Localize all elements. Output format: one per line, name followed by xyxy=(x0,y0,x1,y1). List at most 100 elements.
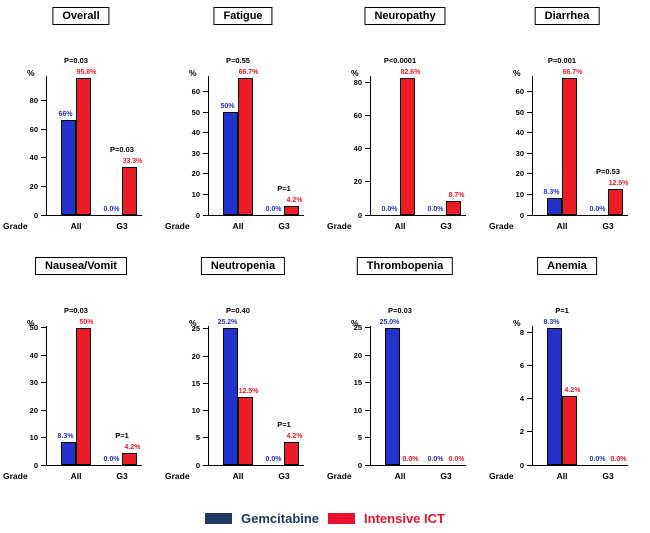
bar-value-label-intensive-ict-g3: 12.5% xyxy=(608,180,629,188)
bar-intensive-ict-all xyxy=(562,77,577,215)
y-tick-label: 40 xyxy=(29,153,38,163)
bar-value-label-intensive-ict-all: 12.5% xyxy=(238,387,259,395)
chart-title-fatigue: Fatigue xyxy=(213,7,273,25)
y-tick xyxy=(41,128,46,130)
x-tick-label-all: All xyxy=(70,471,82,481)
y-tick-label: 60 xyxy=(515,87,524,97)
y-tick-label: 50 xyxy=(29,323,38,333)
bar-intensive-ict-all xyxy=(562,395,577,465)
bar-intensive-ict-g3 xyxy=(284,206,299,215)
x-tick-label-all: All xyxy=(556,471,568,481)
y-tick xyxy=(365,409,370,411)
bar-gemcitabine-all xyxy=(61,120,76,215)
y-tick xyxy=(365,382,370,384)
x-tick-label-g3: G3 xyxy=(116,471,128,481)
bar-value-label-gemcitabine-all: 8.3% xyxy=(57,433,74,441)
chart-fatigue: Fatigue% 0 10 20 30 40 50 60 50% 66.7% P=0.55 All 0.… xyxy=(162,0,324,250)
y-tick-label: 0 xyxy=(519,210,524,220)
bar-intensive-ict-all xyxy=(76,327,91,465)
y-tick-label: 0 xyxy=(33,460,38,470)
p-value-label-all: P<0.0001 xyxy=(383,55,417,65)
y-tick xyxy=(203,355,208,357)
y-tick xyxy=(203,111,208,113)
chart-nausea-vomit: Nausea/Vomit% 0 10 20 30 40 50 8.3% 50% P=0.03 All… xyxy=(0,250,162,500)
bar-value-label-intensive-ict-all: 66.7% xyxy=(238,68,259,76)
bar-value-label-gemcitabine-g3: 0.0% xyxy=(265,456,282,463)
plot-area-nausea-vomit: % 0 10 20 30 40 50 8.3% 50% P=0.03 All 0.0% 4.2% P=1 G… xyxy=(3,306,142,481)
y-tick xyxy=(41,409,46,411)
x-axis-label: Grade xyxy=(3,471,28,481)
y-tick-label: 40 xyxy=(515,128,524,138)
bar-value-label-intensive-ict-all: 50% xyxy=(79,318,94,326)
y-tick-label: 25 xyxy=(353,323,362,333)
bar-intensive-ict-g3 xyxy=(446,200,461,215)
bar-value-label-intensive-ict-g3: 4.2% xyxy=(124,444,141,452)
y-tick xyxy=(365,354,370,356)
y-tick xyxy=(203,410,208,412)
plot-area-anemia: % 0 2 4 6 8 8.3% 4.2% P=1 All 0.0% 0.0% G3 Grade xyxy=(489,306,628,481)
y-tick xyxy=(41,437,46,439)
bar-gemcitabine-all xyxy=(547,197,562,215)
x-tick-label-g3: G3 xyxy=(116,221,128,231)
bar-value-label-intensive-ict-g3: 4.2% xyxy=(286,433,303,441)
y-tick-label: 0 xyxy=(195,460,200,470)
y-tick xyxy=(41,382,46,384)
bar-value-label-intensive-ict-all: 82.6% xyxy=(400,68,421,76)
x-tick-label-g3: G3 xyxy=(602,221,614,231)
y-tick-label: 10 xyxy=(191,406,200,416)
chart-title-nausea-vomit: Nausea/Vomit xyxy=(35,257,127,275)
y-tick-label: 80 xyxy=(29,95,38,105)
bar-intensive-ict-all xyxy=(76,77,91,215)
chart-diarrhea: Diarrhea% 0 10 20 30 40 50 60 8.3% 66.7% P=0.001 Al… xyxy=(486,0,648,250)
bar-value-label-intensive-ict-g3: 8.7% xyxy=(448,191,465,199)
bar-intensive-ict-all xyxy=(238,396,253,465)
p-value-label-all: P=1 xyxy=(555,305,569,315)
y-tick xyxy=(203,382,208,384)
y-tick xyxy=(203,464,208,466)
y-tick xyxy=(203,132,208,134)
bar-gemcitabine-all xyxy=(223,327,238,465)
legend-label-intensive-ict: Intensive ICT xyxy=(364,511,445,526)
x-axis-label: Grade xyxy=(165,471,190,481)
chart-title-diarrhea: Diarrhea xyxy=(534,7,600,25)
y-tick-label: 20 xyxy=(353,177,362,187)
y-tick-label: 6 xyxy=(519,361,524,371)
y-tick-label: 60 xyxy=(191,87,200,97)
x-tick-label-all: All xyxy=(232,471,244,481)
bar-value-label-intensive-ict-g3: 0.0% xyxy=(610,456,627,463)
chart-title-overall: Overall xyxy=(52,7,110,25)
x-axis-label: Grade xyxy=(327,471,352,481)
y-tick-label: 10 xyxy=(353,405,362,415)
bar-value-label-intensive-ict-all: 66.7% xyxy=(562,68,583,76)
y-tick-label: 20 xyxy=(29,405,38,415)
bar-intensive-ict-g3 xyxy=(122,167,137,215)
y-tick-label: 0 xyxy=(195,210,200,220)
bar-value-label-gemcitabine-all: 25.0% xyxy=(379,318,400,326)
x-tick-label-g3: G3 xyxy=(440,221,452,231)
y-tick xyxy=(527,193,532,195)
y-tick-label: 8 xyxy=(519,328,524,338)
y-tick xyxy=(203,437,208,439)
x-tick-label-all: All xyxy=(232,221,244,231)
p-value-label-all: P=0.001 xyxy=(547,55,577,65)
p-value-label-all: P=0.55 xyxy=(226,55,250,65)
x-axis-label: Grade xyxy=(165,221,190,231)
y-axis-label: % xyxy=(27,318,35,328)
bar-value-label-gemcitabine-all: 8.3% xyxy=(543,318,560,326)
plot-area-diarrhea: % 0 10 20 30 40 50 60 8.3% 66.7% P=0.001 All 0.0% 12.… xyxy=(489,56,628,231)
y-tick-label: 25 xyxy=(191,324,200,334)
y-tick xyxy=(365,181,370,183)
y-tick xyxy=(365,81,370,83)
x-axis-label: Grade xyxy=(327,221,352,231)
y-tick-label: 20 xyxy=(29,181,38,191)
bar-intensive-ict-all xyxy=(400,77,415,215)
y-tick-label: 10 xyxy=(515,189,524,199)
plot-area-thrombopenia: % 0 5 10 15 20 25 25.0% 0.0% P=0.03 All 0.0% 0.0% G3 G… xyxy=(327,306,466,481)
bar-value-label-gemcitabine-g3: 0.0% xyxy=(427,206,444,213)
x-tick-label-all: All xyxy=(394,221,406,231)
y-tick xyxy=(41,464,46,466)
bar-value-label-gemcitabine-g3: 0.0% xyxy=(589,206,606,213)
y-tick-label: 50 xyxy=(515,107,524,117)
y-tick xyxy=(527,365,532,367)
chart-title-neuropathy: Neuropathy xyxy=(364,7,446,25)
